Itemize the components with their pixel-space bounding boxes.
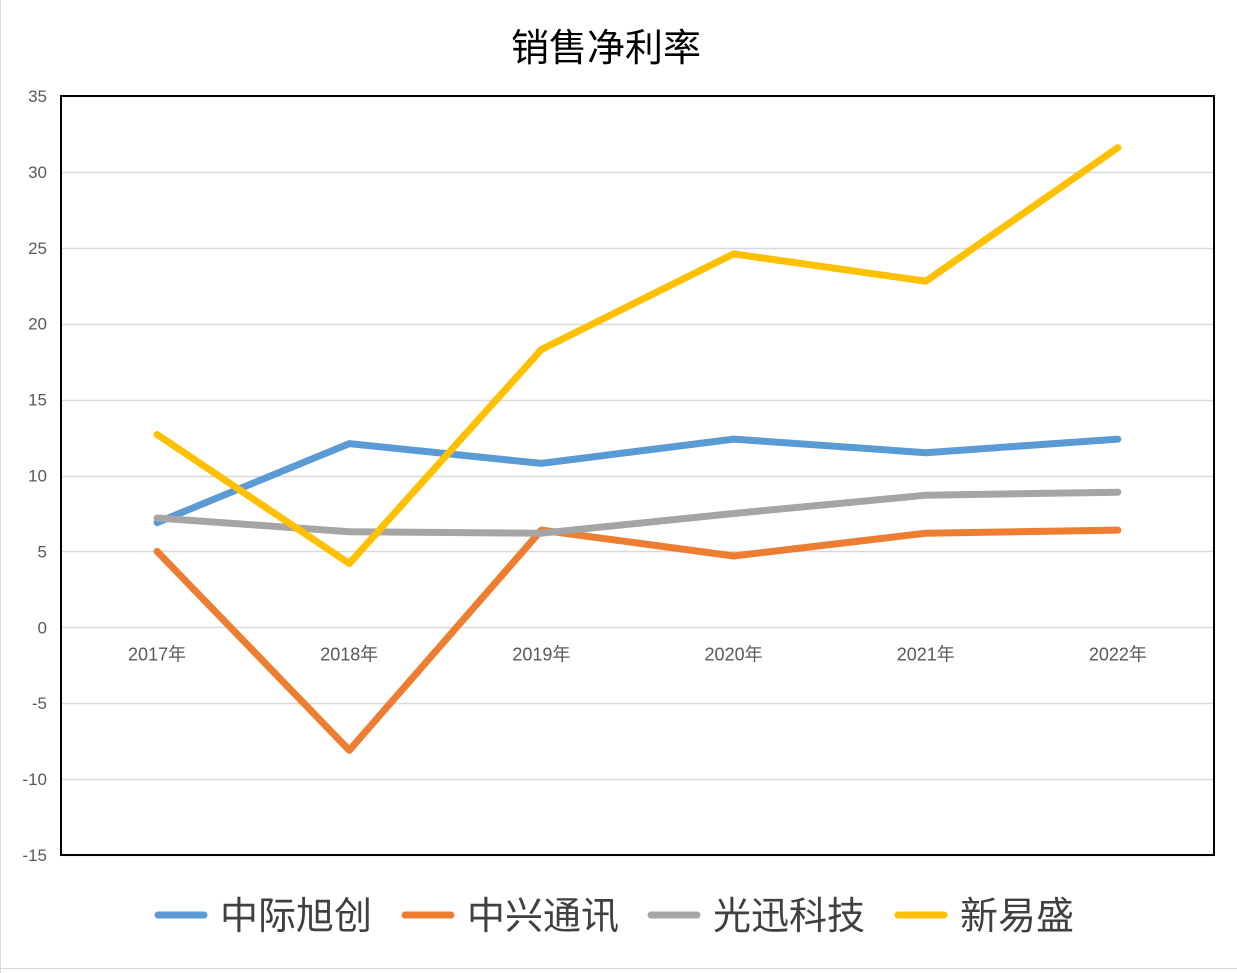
series-line [153, 488, 1122, 537]
y-tick-label: 25 [28, 239, 47, 258]
y-tick-label: 5 [38, 542, 47, 561]
x-axis-tick-labels: 2017年 2018年 2019年 2020年 2021年 2022年 [128, 644, 1147, 664]
y-axis-tick-labels: 35 30 25 20 15 10 5 0 -5 -10 -15 [22, 87, 47, 865]
chart-title: 销售净利率 [511, 26, 701, 70]
x-tick-label: 2018年 [320, 644, 378, 664]
x-tick-label: 2022年 [1089, 644, 1147, 664]
legend-label: 光迅科技 [713, 894, 865, 938]
legend-label: 中兴通讯 [467, 894, 619, 938]
x-tick-label: 2021年 [897, 644, 955, 664]
x-tick-label: 2019年 [512, 644, 570, 664]
y-tick-label: 15 [28, 391, 47, 410]
y-tick-label: -10 [22, 770, 47, 789]
series-line [153, 526, 1122, 754]
plot-area-border [60, 95, 1215, 856]
series-line [153, 144, 1122, 567]
y-tick-label: -5 [32, 694, 47, 713]
y-tick-label: 0 [38, 618, 47, 637]
y-tick-label: -15 [22, 846, 47, 865]
y-tick-label: 20 [28, 315, 47, 334]
y-tick-label: 30 [28, 163, 47, 182]
y-tick-label: 35 [28, 87, 47, 106]
x-tick-label: 2017年 [128, 644, 186, 664]
legend-label: 新易盛 [960, 894, 1074, 938]
legend-label: 中际旭创 [220, 894, 372, 938]
series-line [153, 435, 1122, 527]
series-lines [153, 144, 1122, 754]
legend: 中际旭创 中兴通讯 光迅科技 新易盛 [154, 894, 1074, 938]
y-tick-label: 10 [28, 467, 47, 486]
x-tick-label: 2020年 [705, 644, 763, 664]
